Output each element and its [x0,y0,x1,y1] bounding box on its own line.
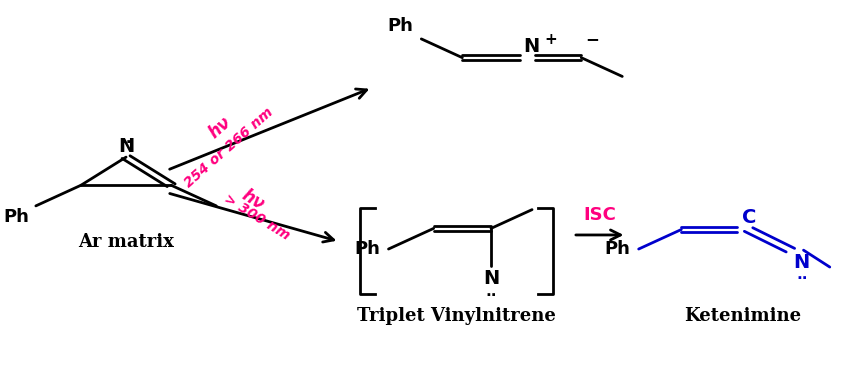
Text: N: N [794,253,810,272]
Text: ⋅⋅: ⋅⋅ [796,271,807,286]
Text: Ar matrix: Ar matrix [78,232,174,251]
Text: 254 or 266 nm: 254 or 266 nm [182,105,276,191]
Text: hν: hν [239,186,267,214]
Text: Ph: Ph [605,240,631,258]
Text: C: C [742,208,756,226]
Text: ISC: ISC [584,206,616,224]
Text: Ph: Ph [387,17,413,35]
Text: N: N [118,136,135,156]
Text: Triplet Vinylnitrene: Triplet Vinylnitrene [357,307,556,325]
Text: −: − [585,30,600,48]
Text: hν: hν [206,113,235,141]
Text: Ph: Ph [3,208,29,226]
Text: > 300 nm: > 300 nm [222,192,293,243]
Text: ⋅⋅: ⋅⋅ [120,135,132,150]
Text: +: + [544,32,557,47]
Text: N: N [483,269,500,288]
Text: N: N [523,37,539,56]
Text: ⋅⋅: ⋅⋅ [485,288,497,303]
Text: Ph: Ph [354,240,380,258]
Text: Ketenimine: Ketenimine [684,307,801,325]
